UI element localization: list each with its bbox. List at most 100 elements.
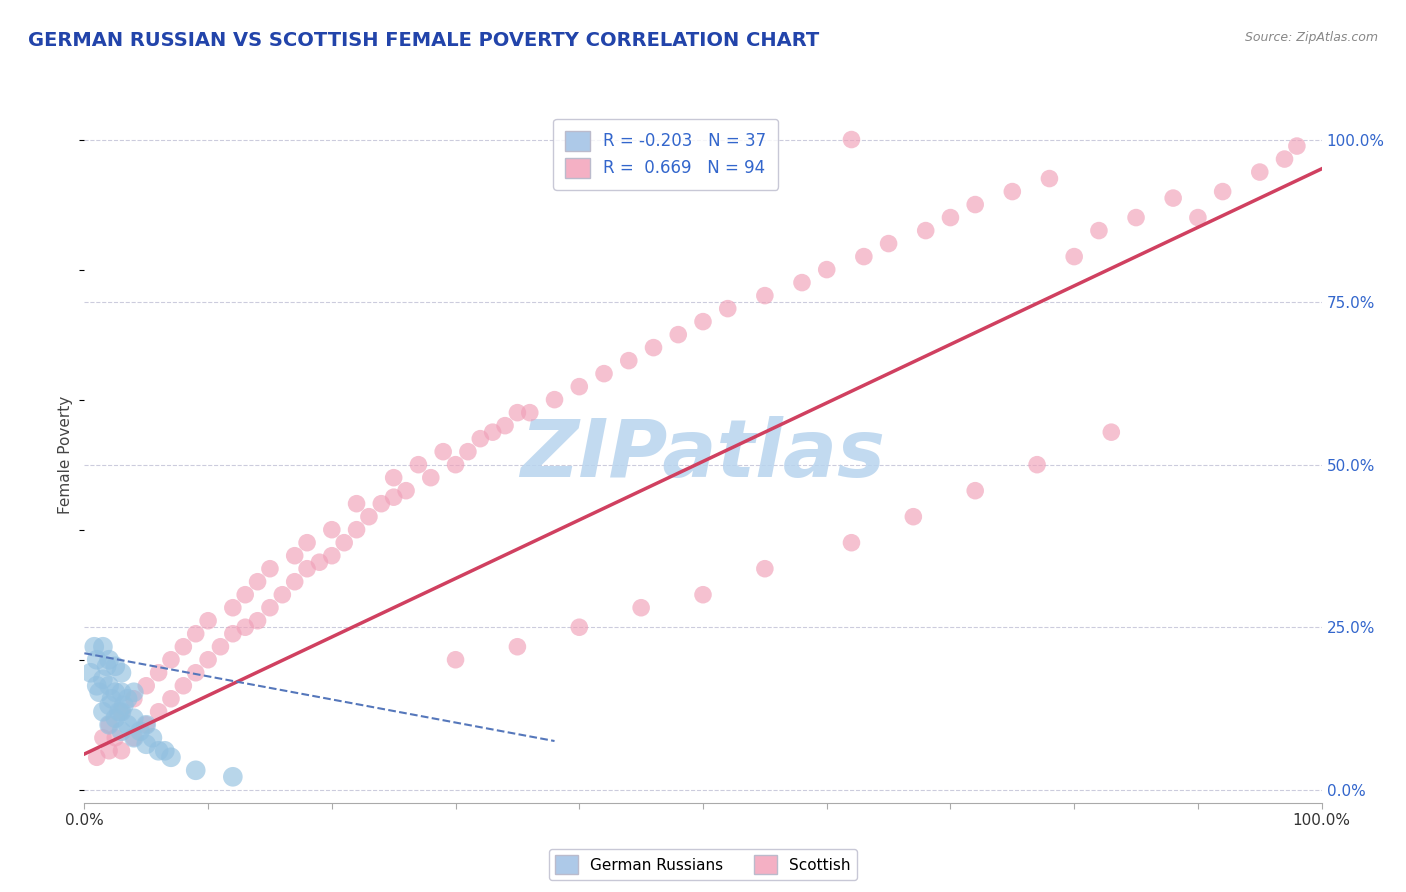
Point [271, 588, 294, 602]
Point [321, 523, 343, 537]
Point [98, 698, 121, 713]
Point [295, 562, 318, 576]
Point [1125, 211, 1147, 225]
Point [110, 744, 132, 758]
Point [209, 640, 232, 654]
Point [506, 406, 529, 420]
Point [104, 711, 127, 725]
Point [160, 691, 183, 706]
Point [122, 731, 145, 745]
Point [148, 744, 170, 758]
Point [86, 750, 108, 764]
Point [222, 626, 245, 640]
Point [148, 665, 170, 680]
Point [1088, 224, 1111, 238]
Point [129, 724, 152, 739]
Point [184, 626, 207, 640]
Point [841, 132, 863, 146]
Point [122, 685, 145, 699]
Point [160, 653, 183, 667]
Point [246, 574, 269, 589]
Point [117, 718, 139, 732]
Point [506, 640, 529, 654]
Point [1038, 171, 1060, 186]
Point [914, 224, 936, 238]
Point [197, 614, 219, 628]
Text: ZIPatlas: ZIPatlas [520, 416, 886, 494]
Point [346, 497, 368, 511]
Text: Source: ZipAtlas.com: Source: ZipAtlas.com [1244, 31, 1378, 45]
Point [117, 691, 139, 706]
Point [110, 665, 132, 680]
Point [852, 250, 875, 264]
Point [432, 444, 454, 458]
Point [233, 588, 256, 602]
Point [79, 665, 101, 680]
Point [370, 497, 392, 511]
Point [543, 392, 565, 407]
Point [333, 535, 356, 549]
Point [1026, 458, 1049, 472]
Point [112, 698, 135, 713]
Point [444, 458, 467, 472]
Point [1249, 165, 1271, 179]
Point [148, 705, 170, 719]
Point [790, 276, 813, 290]
Point [172, 679, 194, 693]
Point [98, 718, 121, 732]
Point [295, 535, 318, 549]
Point [408, 458, 430, 472]
Point [110, 685, 132, 699]
Point [382, 490, 405, 504]
Point [1099, 425, 1122, 439]
Point [98, 744, 121, 758]
Text: GERMAN RUSSIAN VS SCOTTISH FEMALE POVERTY CORRELATION CHART: GERMAN RUSSIAN VS SCOTTISH FEMALE POVERT… [28, 31, 820, 50]
Point [89, 685, 111, 699]
Point [568, 620, 591, 634]
Point [110, 705, 132, 719]
Point [153, 744, 176, 758]
Point [135, 718, 157, 732]
Point [104, 659, 127, 673]
Point [1274, 152, 1296, 166]
Legend: German Russians, Scottish: German Russians, Scottish [550, 849, 856, 880]
Point [457, 444, 479, 458]
Point [197, 653, 219, 667]
Point [903, 509, 925, 524]
Point [98, 653, 121, 667]
Point [815, 262, 838, 277]
Point [100, 691, 122, 706]
Point [110, 705, 132, 719]
Point [222, 600, 245, 615]
Point [481, 425, 503, 439]
Point [246, 614, 269, 628]
Point [172, 640, 194, 654]
Point [110, 724, 132, 739]
Point [357, 509, 380, 524]
Point [98, 679, 121, 693]
Point [135, 679, 157, 693]
Point [965, 483, 987, 498]
Point [617, 353, 640, 368]
Point [222, 770, 245, 784]
Point [104, 731, 127, 745]
Point [184, 665, 207, 680]
Point [1001, 185, 1024, 199]
Point [494, 418, 516, 433]
Point [86, 653, 108, 667]
Point [259, 600, 281, 615]
Point [135, 718, 157, 732]
Point [122, 691, 145, 706]
Point [568, 379, 591, 393]
Point [1285, 139, 1308, 153]
Point [321, 549, 343, 563]
Point [98, 718, 121, 732]
Point [184, 764, 207, 778]
Point [939, 211, 962, 225]
Point [1161, 191, 1184, 205]
Point [470, 432, 492, 446]
Point [284, 549, 307, 563]
Legend: R = -0.203   N = 37, R =  0.669   N = 94: R = -0.203 N = 37, R = 0.669 N = 94 [554, 119, 779, 189]
Point [141, 731, 163, 745]
Point [83, 640, 105, 654]
